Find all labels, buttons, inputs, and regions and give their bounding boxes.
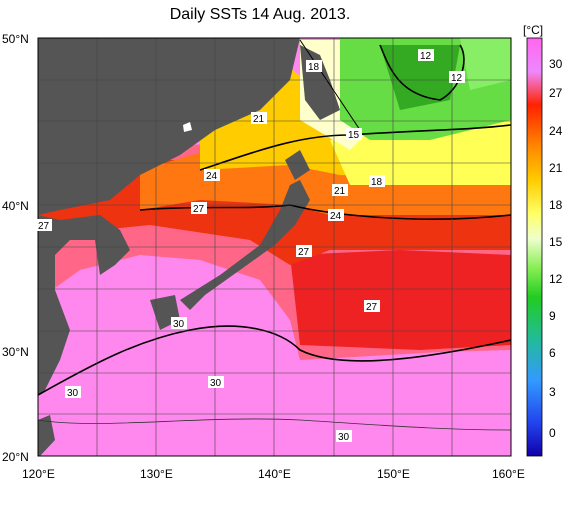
colorbar-tick: 3 [549, 385, 556, 399]
lon-label: 160°E [492, 467, 525, 481]
contour-label: 15 [348, 130, 360, 141]
contour-label: 27 [38, 221, 50, 232]
lat-label: 40°N [2, 199, 29, 213]
colorbar-tick: 15 [549, 235, 563, 249]
contour-label: 12 [451, 73, 463, 84]
contour-label: 30 [338, 432, 350, 443]
colorbar-tick: 12 [549, 272, 563, 286]
lat-label: 50°N [2, 32, 29, 46]
contour-labels: 12 12 18 15 18 21 21 24 24 27 27 27 27 3… [36, 49, 465, 443]
colorbar-tick: 0 [549, 426, 556, 440]
contour-label: 30 [67, 388, 79, 399]
contour-label: 30 [173, 319, 185, 330]
contour-label: 27 [298, 247, 310, 258]
contour-label: 18 [371, 177, 383, 188]
lon-label: 130°E [140, 467, 173, 481]
contour-label: 27 [366, 302, 378, 313]
contour-label: 12 [420, 51, 432, 62]
contour-label: 27 [193, 204, 205, 215]
lon-label: 150°E [377, 467, 410, 481]
contour-label: 18 [308, 62, 320, 73]
colorbar-tick: 27 [549, 86, 563, 100]
contour-label: 21 [253, 114, 265, 125]
colorbar-tick: 9 [549, 309, 556, 323]
colorbar-tick: 30 [549, 57, 563, 71]
colorbar-unit: [°C] [523, 23, 543, 37]
colorbar-tick: 21 [549, 161, 563, 175]
colorbar-tick: 24 [549, 124, 563, 138]
colorbar-tick: 6 [549, 346, 556, 360]
contour-label: 30 [210, 378, 222, 389]
colorbar: [°C] 30 27 24 21 18 15 12 9 6 3 0 [523, 23, 563, 457]
contour-label: 21 [334, 186, 346, 197]
lat-label: 30°N [2, 345, 29, 359]
latitude-labels: 50°N 40°N 30°N 20°N [2, 32, 29, 464]
lat-label: 20°N [2, 450, 29, 464]
graticule [37, 38, 512, 456]
lon-label: 140°E [258, 467, 291, 481]
contour-label: 24 [206, 171, 218, 182]
colorbar-tick: 18 [549, 198, 563, 212]
lon-label: 120°E [22, 467, 55, 481]
contour-label: 24 [330, 211, 342, 222]
map-title: Daily SSTs 14 Aug. 2013. [169, 6, 351, 23]
map-frame [37, 37, 512, 457]
longitude-labels: 120°E 130°E 140°E 150°E 160°E [22, 467, 525, 481]
